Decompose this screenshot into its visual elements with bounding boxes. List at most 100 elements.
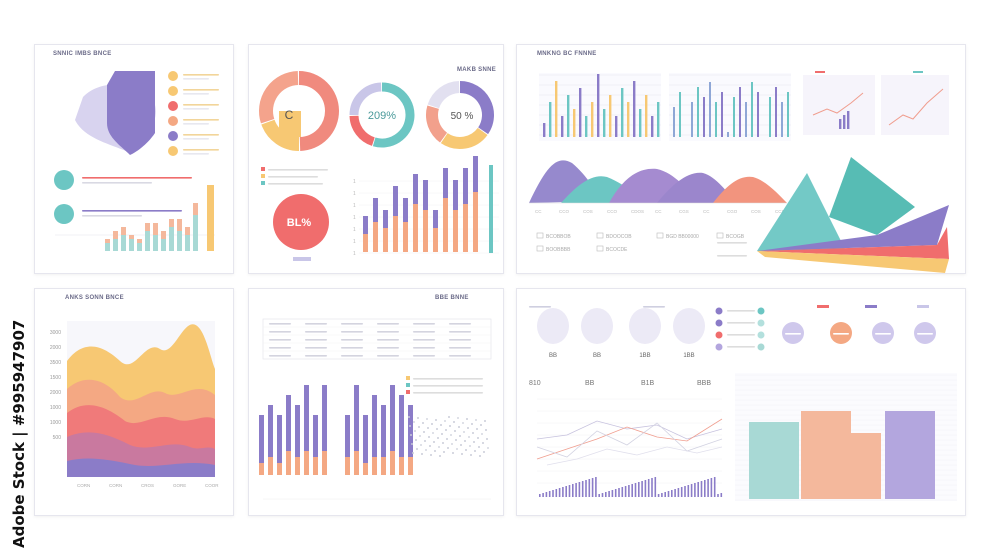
bar	[631, 484, 633, 497]
bar	[433, 228, 438, 252]
table-cell	[449, 339, 471, 341]
icon-box	[596, 232, 604, 239]
bar	[644, 480, 647, 497]
bar	[707, 479, 709, 497]
table-cell	[305, 331, 327, 333]
bar	[373, 222, 378, 252]
bar	[677, 488, 680, 497]
tick-label: CC	[655, 209, 662, 214]
table-cell	[449, 331, 471, 333]
bar	[647, 479, 650, 497]
bar	[679, 92, 681, 137]
icon-label: BGD BB00000	[666, 234, 699, 240]
donut1-segment	[298, 71, 339, 151]
bar	[661, 493, 663, 497]
bar	[639, 109, 642, 137]
panel1-chart	[54, 71, 219, 251]
table-cell	[341, 331, 363, 333]
bar	[601, 493, 604, 497]
table-cell	[377, 339, 399, 341]
bar-highlight	[207, 185, 214, 251]
bar	[591, 102, 594, 137]
bar	[603, 109, 606, 137]
bar	[555, 489, 558, 497]
table-cell	[413, 347, 435, 349]
bubble	[629, 308, 661, 344]
map-dot	[475, 419, 477, 421]
map-dot	[465, 449, 467, 451]
donut3-segment	[459, 81, 494, 135]
panel-metrics: BB BB 1BB 1BB 810 BB B1B BBB	[516, 288, 966, 516]
bar	[615, 116, 618, 137]
bubble	[581, 308, 613, 344]
bar	[169, 227, 174, 251]
map-dot	[416, 448, 418, 450]
legend-line	[727, 334, 755, 336]
map-dot	[454, 430, 456, 432]
map-dot	[477, 437, 479, 439]
row-label: BB	[585, 380, 595, 387]
bar	[372, 395, 377, 457]
table-cell	[449, 355, 471, 357]
legend-line	[183, 134, 219, 136]
bar	[558, 488, 561, 497]
map-dot	[418, 426, 420, 428]
map-dot	[461, 453, 463, 455]
legend-line	[727, 310, 755, 312]
map-dot	[478, 446, 480, 448]
legend-swatch	[817, 305, 829, 308]
metric-line	[875, 333, 891, 335]
bar	[572, 484, 574, 497]
donut3-segment	[440, 127, 488, 149]
legend-swatch	[406, 383, 410, 387]
table-cell	[449, 347, 471, 349]
shield-shape	[107, 71, 155, 155]
table-cell	[269, 339, 291, 341]
legend-line	[183, 108, 209, 110]
map-dot	[440, 424, 442, 426]
bar	[177, 231, 182, 251]
map-dot	[429, 445, 431, 447]
bar	[313, 457, 318, 475]
legend-dot	[168, 71, 178, 81]
bar	[322, 385, 327, 451]
map-dot	[451, 443, 453, 445]
map-dot	[436, 428, 438, 430]
map-dot	[427, 427, 429, 429]
table-cell	[269, 323, 291, 325]
bar	[408, 457, 413, 475]
bar	[624, 486, 627, 497]
bar-highlight	[489, 165, 493, 253]
bar	[697, 87, 699, 137]
panel-trends: MNKNG BC FNNNE CC CCO COS CCO CDOS CC CGS CC CGO…	[516, 44, 966, 274]
bar	[703, 97, 705, 137]
bubble-label: 1BB	[683, 353, 694, 359]
bar	[713, 477, 716, 497]
tick-label: 3000	[50, 330, 61, 336]
tick-label: COS	[751, 209, 761, 214]
bar	[399, 395, 404, 457]
map-dot	[426, 418, 428, 420]
bar	[259, 463, 264, 475]
bar	[268, 405, 273, 457]
map-dot	[432, 432, 434, 434]
bar	[113, 239, 118, 251]
bar	[645, 95, 648, 137]
bar	[390, 385, 395, 451]
panel6-chart: BB BB 1BB 1BB 810 BB B1B BBB	[529, 305, 957, 501]
bar	[651, 478, 653, 497]
map-dot	[430, 454, 432, 456]
tick-label: 2000	[50, 345, 61, 351]
header-line	[643, 306, 665, 308]
legend-dot	[715, 343, 723, 351]
bar	[567, 95, 570, 137]
map-dot	[446, 438, 448, 440]
table-cell	[269, 331, 291, 333]
bar	[129, 235, 134, 239]
map-dot	[419, 435, 421, 437]
map-dot	[435, 419, 437, 421]
bar	[473, 156, 478, 192]
legend-line	[183, 104, 219, 106]
icon-box	[536, 245, 544, 252]
legend-line	[183, 123, 209, 125]
